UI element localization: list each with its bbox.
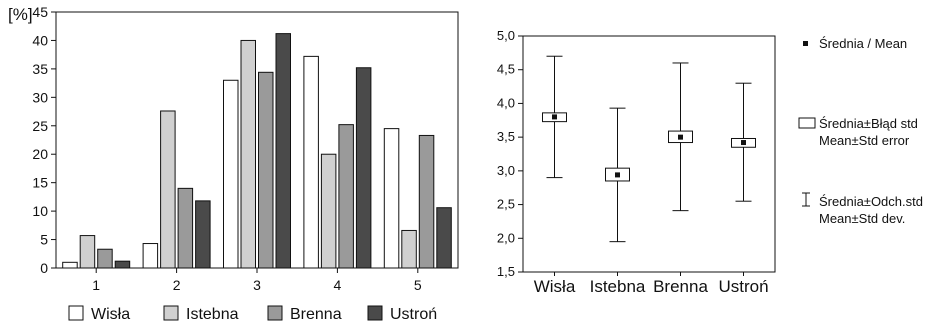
- box-group-2: [605, 107, 630, 243]
- legend-label-4: Ustroń: [390, 306, 437, 323]
- bar-5-2: [401, 229, 417, 269]
- bar-5-1: [383, 128, 400, 269]
- bar-2-3: [177, 187, 194, 269]
- bar-1-3: [97, 248, 113, 269]
- bar-3-1: [223, 79, 239, 269]
- legend-sd-label-line1: Średnia±Odch.std: [819, 194, 923, 209]
- box-group-3: [668, 62, 693, 212]
- bar-y-tick-label: 10: [32, 203, 48, 219]
- box-y-tick-label: 2,0: [497, 230, 515, 245]
- box-y-tick-label: 3,5: [497, 129, 515, 144]
- legend-sd-label-line2: Mean±Std dev.: [819, 211, 905, 226]
- bar-2-1: [142, 243, 159, 269]
- box-y-tick-label: 1,5: [497, 264, 515, 279]
- box-x-tick-label: Brenna: [653, 277, 708, 296]
- legend-swatch-1: [68, 305, 84, 321]
- bar-y-tick-label: 5: [40, 232, 48, 248]
- bar-1-4: [114, 260, 131, 269]
- bar-y-tick-label: 0: [40, 260, 48, 276]
- box-legend: Średnia / Mean Średnia±Błąd std Mean±Std…: [798, 36, 923, 226]
- bar-2-4: [195, 200, 211, 269]
- box-group-4: [731, 82, 756, 202]
- box-plot-frame: [522, 35, 776, 273]
- bar-1-1: [62, 261, 78, 269]
- bar-plot-frame: [55, 11, 459, 269]
- mean-marker: [678, 134, 683, 140]
- bar-3-2: [240, 39, 256, 269]
- bar-5-3: [418, 134, 435, 269]
- mean-marker: [741, 140, 746, 146]
- box-y-tick-label: 3,0: [497, 163, 515, 178]
- bar-1-2: [79, 235, 96, 269]
- box-x-tick-label: Ustroń: [718, 277, 768, 296]
- box-x-tick-label: Wisła: [534, 277, 576, 296]
- box-chart: 1,5 2,0 2,5 3,0 3,5 4,0 4,5 5,0 Wisła Istebna Bre…: [497, 28, 923, 296]
- box-x-tick-label: Istebna: [590, 277, 646, 296]
- bar-3-3: [258, 71, 274, 269]
- legend-label-1: Wisła: [91, 306, 130, 323]
- mean-marker: [615, 172, 620, 178]
- bar-y-tick-label: 30: [32, 89, 48, 105]
- bar-y-tick-label: 25: [32, 118, 48, 134]
- bar-y-tick-label: 15: [32, 175, 48, 191]
- box-y-tick-label: 2,5: [497, 197, 515, 212]
- bar-4-4: [355, 67, 372, 269]
- legend-label-2: Istebna: [186, 306, 239, 323]
- bar-x-tick-label: 1: [92, 277, 100, 293]
- legend-swatch-4: [367, 305, 383, 321]
- bar-x-tick-label: 4: [334, 277, 342, 293]
- bar-y-tick-label: 45: [32, 4, 48, 20]
- bar-y-axis-label: [%]: [8, 5, 33, 24]
- box-y-tick-label: 4,5: [497, 62, 515, 77]
- bar-y-tick-label: 20: [32, 146, 48, 162]
- legend-se-label-line2: Mean±Std error: [819, 133, 910, 148]
- bar-2-2: [160, 110, 176, 269]
- legend-se-marker: [798, 117, 816, 129]
- bar-4-2: [320, 153, 337, 269]
- legend-label-3: Brenna: [290, 306, 342, 323]
- bar-x-tick-label: 5: [414, 277, 422, 293]
- legend-sd-marker: [802, 192, 810, 207]
- bar-3-4: [275, 33, 291, 269]
- box-y-tick-label: 4,0: [497, 95, 515, 110]
- bar-x-tick-label: 3: [253, 277, 261, 293]
- bar-legend: Wisła Istebna Brenna Ustroń: [68, 305, 437, 323]
- legend-swatch-2: [163, 305, 179, 321]
- legend-mean-label: Średnia / Mean: [819, 36, 907, 51]
- bar-4-3: [338, 124, 354, 269]
- legend-se-label-line1: Średnia±Błąd std: [819, 116, 918, 131]
- bar-y-tick-label: 35: [32, 61, 48, 77]
- legend-swatch-3: [267, 305, 283, 321]
- bar-5-4: [436, 207, 452, 269]
- bar-y-tick-label: 40: [32, 32, 48, 48]
- box-group-1: [542, 55, 567, 179]
- legend-mean-marker: [803, 41, 808, 46]
- bar-4-1: [303, 55, 319, 269]
- box-y-tick-label: 5,0: [497, 28, 515, 43]
- bar-x-tick-label: 2: [173, 277, 181, 293]
- mean-marker: [552, 114, 557, 120]
